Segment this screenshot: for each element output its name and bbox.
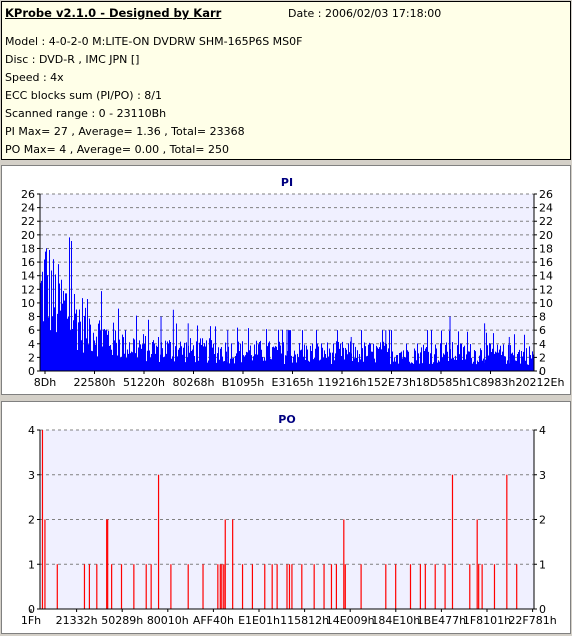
x-tick-label: 14E009h [326, 614, 375, 627]
y-tick-label: 4 [539, 338, 546, 351]
y-tick-label: 12 [21, 283, 35, 296]
po-chart-panel: PO00112233441Fh21332h50289h80010hAFF40hE… [1, 401, 571, 634]
x-tick-label: 80268h [173, 376, 215, 389]
y-tick-label: 18 [21, 242, 35, 255]
y-tick-label: 12 [539, 283, 553, 296]
y-tick-label: 20 [539, 229, 553, 242]
y-tick-label: 3 [539, 469, 546, 482]
y-tick-label: 0 [28, 365, 35, 378]
x-tick-label: 119216h [318, 376, 367, 389]
x-tick-label: 1F8101h [463, 614, 511, 627]
y-tick-label: 14 [539, 270, 553, 283]
pi-chart-title: PI [281, 176, 293, 189]
speed-line: Speed : 4x [5, 71, 64, 84]
x-tick-label: 51220h [123, 376, 165, 389]
x-tick-label: AFF40h [193, 614, 234, 627]
y-tick-label: 4 [28, 424, 35, 437]
x-tick-label: 80010h [147, 614, 189, 627]
x-tick-label: 1Fh [21, 614, 41, 627]
y-tick-label: 26 [539, 188, 553, 201]
y-tick-label: 22 [539, 215, 553, 228]
disc-line: Disc : DVD-R , IMC JPN [] [5, 53, 140, 66]
x-tick-label: 50289h [101, 614, 143, 627]
app-title: KProbe v2.1.0 - Designed by Karr [5, 6, 222, 20]
pi-chart-panel: PI 0 0 2 2 4 4 6 6 8 8 10 10 12 12 14 14 16 16 18 18 20 20 22 22… [1, 165, 571, 395]
y-tick-label: 6 [539, 324, 546, 337]
y-tick-label: 2 [539, 351, 546, 364]
range-line: Scanned range : 0 - 23110Bh [5, 107, 167, 120]
series-bars [41, 430, 518, 609]
scan-date: Date : 2006/02/03 17:18:00 [288, 7, 442, 20]
x-tick-label: 8Dh [34, 376, 56, 389]
x-tick-label: 115812h [280, 614, 329, 627]
y-tick-label: 10 [21, 297, 35, 310]
y-tick-label: 10 [539, 297, 553, 310]
y-tick-label: 16 [539, 256, 553, 269]
po-chart-title: PO [278, 413, 295, 426]
x-tick-label: 18D585h [416, 376, 466, 389]
x-tick-label: 22580h [74, 376, 116, 389]
x-tick-label: E3165h [272, 376, 314, 389]
x-tick-label: 1C8983h [466, 376, 516, 389]
po-chart: PO00112233441Fh21332h50289h80010hAFF40hE… [21, 413, 557, 627]
y-tick-label: 18 [539, 242, 553, 255]
y-tick-label: 0 [539, 603, 546, 616]
y-tick-label: 6 [28, 324, 35, 337]
ecc-line: ECC blocks sum (PI/PO) : 8/1 [5, 89, 162, 102]
x-tick-label: 152E73h [367, 376, 416, 389]
x-tick-label: E1E01h [238, 614, 280, 627]
y-tick-label: 24 [21, 202, 35, 215]
y-tick-label: 0 [539, 365, 546, 378]
y-tick-label: 8 [539, 311, 546, 324]
y-tick-label: 2 [539, 514, 546, 527]
y-tick-label: 3 [28, 469, 35, 482]
y-tick-label: 4 [539, 424, 546, 437]
x-tick-label: B1095h [222, 376, 265, 389]
y-tick-label: 2 [28, 514, 35, 527]
x-tick-label: 22F781h [508, 614, 556, 627]
y-tick-label: 16 [21, 256, 35, 269]
x-tick-label: 21332h [56, 614, 98, 627]
model-line: Model : 4-0-2-0 M:LITE-ON DVDRW SHM-165P… [5, 35, 303, 48]
y-tick-label: 8 [28, 311, 35, 324]
x-tick-label: 184E10h [371, 614, 420, 627]
y-tick-label: 20 [21, 229, 35, 242]
y-tick-label: 26 [21, 188, 35, 201]
series-bars [40, 237, 534, 371]
x-tick-label: 20212Eh [516, 376, 565, 389]
pi-stats-line: PI Max= 27 , Average= 1.36 , Total= 2336… [5, 125, 245, 138]
po-stats-line: PO Max= 4 , Average= 0.00 , Total= 250 [5, 143, 229, 156]
x-tick-label: 1BE477h [417, 614, 466, 627]
y-tick-label: 24 [539, 202, 553, 215]
y-tick-label: 14 [21, 270, 35, 283]
info-panel: KProbe v2.1.0 - Designed by Karr Date : … [1, 1, 571, 160]
y-tick-label: 22 [21, 215, 35, 228]
y-tick-label: 2 [28, 351, 35, 364]
y-tick-label: 1 [28, 558, 35, 571]
y-tick-label: 4 [28, 338, 35, 351]
y-tick-label: 1 [539, 558, 546, 571]
